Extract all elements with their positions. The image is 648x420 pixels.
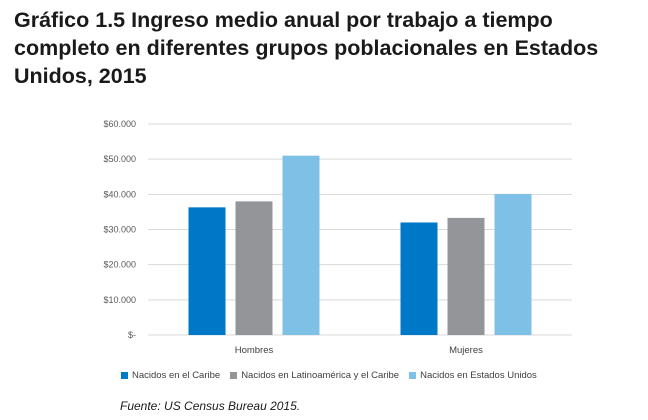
bar-mujeres-nacidos-en-el-caribe — [400, 222, 438, 335]
y-tick-label: $50.000 — [103, 154, 136, 164]
legend-label: Nacidos en el Caribe — [132, 370, 221, 381]
legend-item: Nacidos en Estados Unidos — [409, 370, 537, 381]
legend-label: Nacidos en Estados Unidos — [420, 370, 537, 381]
y-tick-label: $20.000 — [103, 260, 136, 270]
bar-mujeres-nacidos-en-estados-unidos — [494, 193, 532, 335]
source-note: Fuente: US Census Bureau 2015. — [120, 399, 301, 413]
bar-hombres-nacidos-en-latinoamerica-y-el-caribe — [235, 201, 273, 335]
y-tick-label: $10.000 — [103, 295, 136, 305]
bar-mujeres-nacidos-en-latinoamerica-y-el-caribe — [447, 217, 485, 335]
y-tick-label: $30.000 — [103, 225, 136, 235]
x-category-label: Mujeres — [449, 345, 483, 356]
y-tick-label: $60.000 — [103, 119, 136, 129]
legend-swatch — [409, 372, 417, 379]
y-tick-label: $40.000 — [103, 189, 136, 199]
chart-title: Gráfico 1.5 Ingreso medio anual por trab… — [14, 8, 599, 88]
legend-swatch — [230, 372, 238, 379]
y-tick-label: $- — [128, 330, 136, 340]
legend-item: Nacidos en Latinoamérica y el Caribe — [230, 370, 399, 381]
legend-label: Nacidos en Latinoamérica y el Caribe — [241, 370, 400, 381]
x-category-label: Hombres — [235, 345, 274, 356]
bar-hombres-nacidos-en-el-caribe — [188, 207, 226, 335]
legend-item: Nacidos en el Caribe — [121, 370, 220, 381]
x-axis-category-labels: Hombres Mujeres — [235, 345, 483, 356]
bars — [188, 155, 532, 335]
legend: Nacidos en el Caribe Nacidos en Latinoamé… — [121, 370, 547, 381]
legend-swatch — [121, 372, 128, 379]
y-axis-tick-labels: $- $10.000 $20.000 $30.000 $40.000 $50.000 $60… — [103, 119, 136, 340]
bar-hombres-nacidos-en-estados-unidos — [282, 155, 320, 335]
